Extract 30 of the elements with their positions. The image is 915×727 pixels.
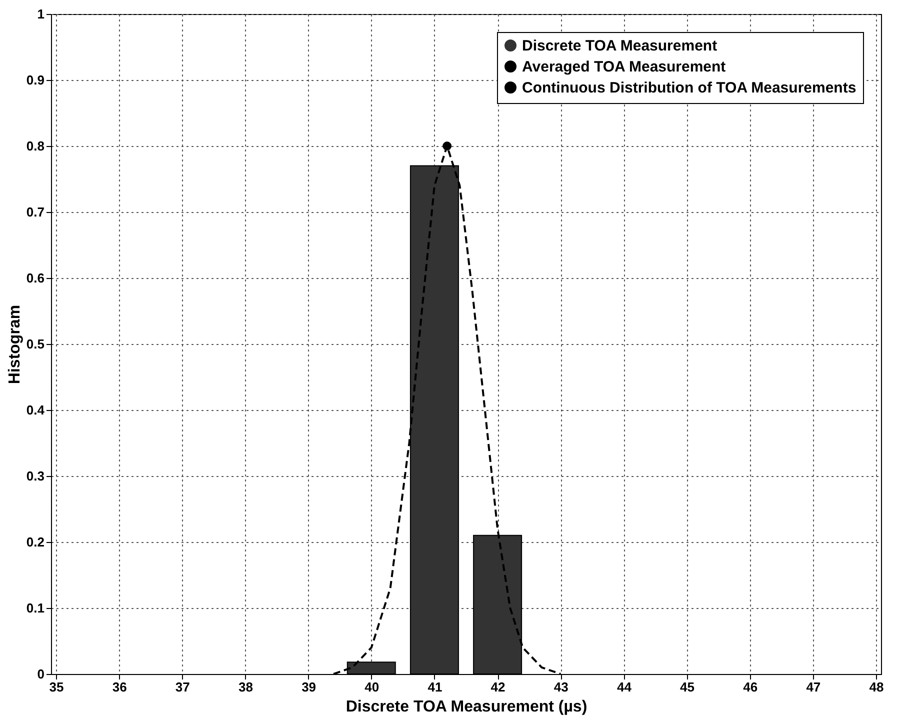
y-tick-label: 0.5 bbox=[26, 336, 44, 352]
y-tick-label: 0.2 bbox=[26, 534, 44, 550]
y-tick-label: 0.9 bbox=[26, 72, 44, 88]
x-tick-label: 46 bbox=[743, 680, 758, 694]
y-tick-label: 0.4 bbox=[26, 402, 46, 418]
y-axis-title: Histogram bbox=[6, 304, 24, 384]
legend-label: Continuous Distribution of TOA Measurements bbox=[522, 80, 856, 96]
x-tick-label: 37 bbox=[175, 680, 190, 694]
x-tick-label: 40 bbox=[364, 680, 380, 694]
y-tick-label: 0.8 bbox=[26, 138, 44, 154]
y-tick-label: 0.1 bbox=[26, 600, 44, 616]
x-tick-label: 43 bbox=[554, 680, 568, 694]
x-tick-label: 35 bbox=[49, 680, 64, 694]
x-tick-label: 48 bbox=[869, 680, 884, 694]
x-tick-label: 42 bbox=[490, 680, 506, 694]
x-tick-label: 36 bbox=[112, 680, 127, 694]
y-tick-label: 0.6 bbox=[26, 270, 44, 286]
x-tick-label: 41 bbox=[428, 680, 442, 694]
y-tick-label: 1 bbox=[37, 6, 44, 22]
y-tick-label: 0 bbox=[37, 666, 44, 682]
legend-label: Averaged TOA Measurement bbox=[522, 58, 726, 76]
legend-label: Discrete TOA Measurement bbox=[522, 38, 718, 54]
x-axis-title: Discrete TOA Measurement (µs) bbox=[346, 698, 588, 716]
x-tick-label: 45 bbox=[680, 680, 695, 694]
y-tick-label: 0.3 bbox=[26, 468, 44, 484]
x-tick-label: 38 bbox=[238, 680, 253, 694]
x-tick-label: 39 bbox=[302, 680, 316, 694]
x-tick-label: 44 bbox=[616, 680, 632, 694]
y-tick-label: 0.7 bbox=[26, 204, 44, 220]
x-tick-label: 47 bbox=[806, 680, 821, 694]
